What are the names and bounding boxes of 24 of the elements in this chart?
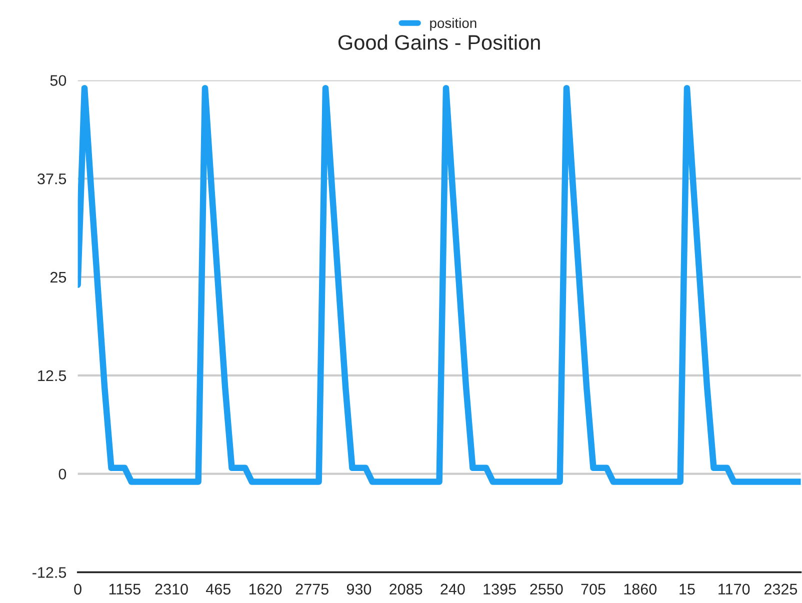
y-tick-label: 25	[50, 272, 66, 283]
y-tick-label: 0	[58, 468, 66, 480]
x-tick-label: 1860	[624, 584, 657, 595]
y-tick-label: -12.5	[32, 567, 66, 578]
legend-label: position	[430, 18, 476, 31]
x-tick-label: 1395	[484, 584, 516, 595]
x-tick-label: 930	[346, 584, 372, 595]
x-tick-label: 705	[581, 584, 606, 595]
y-tick-label: 37.5	[38, 173, 66, 184]
x-tick-label: 465	[206, 584, 230, 595]
x-tick-label: 2085	[390, 584, 422, 595]
x-tick-label: 2775	[296, 584, 328, 595]
x-tick-label: 1155	[109, 584, 140, 595]
x-tick-label: 2310	[155, 584, 188, 595]
x-tick-label: 240	[440, 584, 465, 595]
x-tick-label: 15	[680, 584, 695, 595]
y-tick-label: 12.5	[38, 370, 66, 382]
x-tick-label: 2550	[530, 584, 563, 595]
x-tick-label: 1620	[249, 584, 282, 595]
chart-title: Good Gains - Position	[338, 34, 540, 50]
y-tick-label: 50	[50, 75, 66, 86]
x-tick-label: 0	[74, 584, 82, 595]
x-tick-label: 2325	[764, 584, 798, 595]
x-tick-label: 1170	[718, 584, 750, 595]
